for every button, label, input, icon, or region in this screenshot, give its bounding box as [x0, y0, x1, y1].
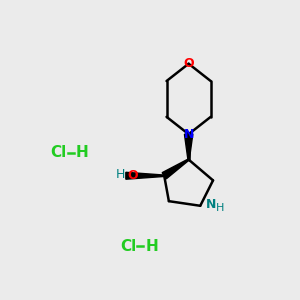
Text: H: H [115, 168, 125, 181]
Polygon shape [184, 134, 193, 160]
Text: H: H [216, 203, 224, 213]
Text: O: O [127, 169, 138, 182]
Text: H: H [76, 145, 88, 160]
Text: H: H [146, 239, 158, 254]
Text: Cl: Cl [120, 239, 136, 254]
Text: N: N [183, 128, 194, 141]
Text: N: N [206, 198, 216, 211]
Text: Cl: Cl [50, 145, 67, 160]
Polygon shape [162, 159, 189, 179]
Polygon shape [126, 172, 164, 179]
Text: O: O [183, 57, 194, 70]
